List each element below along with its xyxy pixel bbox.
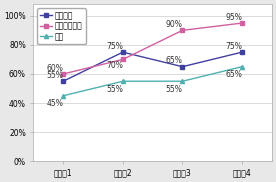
Text: 55%: 55% [106,85,123,94]
形状 [181,80,184,82]
Line: キャップの色: キャップの色 [61,21,244,76]
Text: 60%: 60% [47,64,63,72]
Text: 45%: 45% [47,99,63,108]
キャップの色 [240,22,244,24]
キャップの色 [62,73,65,75]
Text: 55%: 55% [166,85,183,94]
本体の色 [121,51,124,53]
形状 [121,80,124,82]
Text: 65%: 65% [166,56,183,65]
本体の色 [62,80,65,82]
形状 [62,95,65,97]
本体の色 [240,51,244,53]
Line: 形状: 形状 [61,65,244,98]
Text: 55%: 55% [47,71,63,80]
Text: 65%: 65% [225,70,242,79]
キャップの色 [121,58,124,60]
Text: 75%: 75% [225,42,242,51]
Text: 95%: 95% [225,13,242,22]
キャップの色 [181,29,184,31]
Text: 90%: 90% [166,20,183,29]
Line: 本体の色: 本体の色 [61,50,244,83]
Text: 75%: 75% [106,42,123,51]
本体の色 [181,66,184,68]
Legend: 本体の色, キャップの色, 形状: 本体の色, キャップの色, 形状 [37,8,86,44]
形状 [240,66,244,68]
Text: 70%: 70% [106,61,123,70]
